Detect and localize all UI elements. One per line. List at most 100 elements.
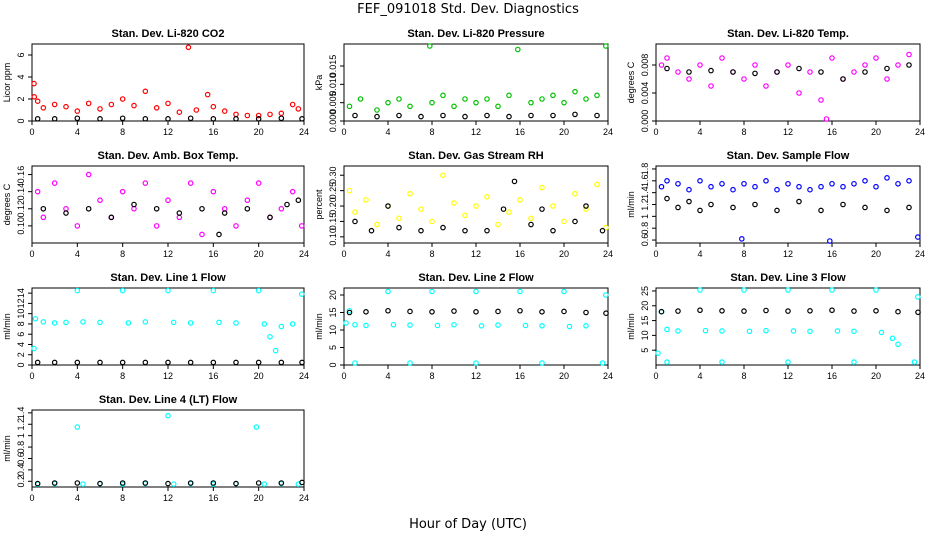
y-tick-label: 0 [16,362,26,367]
y-tick-label: 2 [16,352,26,357]
data-point [730,204,736,211]
data-point [176,109,183,116]
data-point [686,186,692,193]
x-tick-label: 12 [163,249,173,259]
x-tick-label: 4 [75,493,80,503]
chart-title: Stan. Dev. Gas Stream RH [408,150,544,162]
series-2 [34,115,305,122]
data-point [31,94,38,100]
data-point [561,308,567,315]
x-tick-label: 24 [299,371,309,381]
data-point [233,111,239,118]
series-1 [343,288,609,366]
data-point [210,480,217,486]
data-point [818,183,824,190]
data-point [187,180,194,186]
data-point [702,327,709,334]
data-point [374,221,380,228]
data-point [108,101,115,108]
plot-frame [655,287,921,366]
data-point [51,116,58,122]
series-2 [34,479,305,487]
x-tick-label: 20 [871,249,881,259]
data-point [851,359,857,365]
data-point [763,327,769,334]
data-point [796,65,802,72]
x-tick-label: 8 [429,249,434,259]
data-point [187,359,194,366]
y-axis-label: ml/min [626,313,636,340]
data-point [74,424,81,430]
x-tick-label: 16 [827,249,837,259]
y-tick-label: 0.25 [328,182,338,200]
data-point [829,307,835,314]
y-tick-label: 0.2 [16,475,26,488]
data-point [517,288,523,295]
x-tick-label: 4 [697,371,702,381]
data-point [299,359,305,366]
chart-panel-6: Stan. Dev. Sample Flow ml/min 0 4 8 12 16 20 24 0… [626,150,925,259]
data-point [550,92,556,99]
data-point [484,112,490,119]
data-point [295,197,302,204]
x-tick-label: 24 [603,127,613,137]
y-axis-label: degrees C [2,183,12,225]
data-point [594,92,600,99]
x-tick-label: 20 [254,371,264,381]
data-point [407,308,413,315]
data-point [818,97,824,103]
data-point [278,323,285,330]
y-axis-label: ml/min [2,313,12,340]
y-tick-label: 4 [16,342,26,347]
data-point [840,183,846,190]
data-point [719,328,725,334]
data-point [741,76,747,82]
data-point [193,107,200,113]
data-point [210,287,217,294]
data-point [352,218,358,225]
data-point [142,116,149,122]
chart-panel-4: Stan. Dev. Amb. Box Temp. degrees C 0 4 8 12 1… [2,150,309,259]
plot-frame [343,43,609,122]
data-point [51,359,58,366]
data-point [278,205,285,212]
data-point [255,287,262,294]
data-point [495,221,501,228]
y-tick-label: 1.8 [640,163,650,176]
y-tick-label: 0.8 [16,441,26,454]
y-tick-label: 0.010 [328,73,338,96]
x-tick-label: 0 [341,371,346,381]
series-2 [352,111,600,120]
data-point [407,360,413,366]
data-point [517,197,523,203]
series-2 [40,197,302,238]
data-point [462,212,468,219]
data-point [719,180,725,187]
data-point [255,359,262,366]
x-tick-label: 24 [299,493,309,503]
data-point [550,203,556,209]
x-tick-label: 8 [120,249,125,259]
data-point [807,328,813,335]
data-point [176,210,183,216]
data-point [278,110,285,117]
data-point [221,108,228,114]
data-point [594,181,600,188]
chart-panel-9: Stan. Dev. Line 3 Flow ml/min 0 4 8 12 16 20 24 5… [626,272,925,381]
y-tick-label: 2 [16,96,26,101]
data-point [418,227,424,234]
data-point [895,62,901,68]
data-point [539,360,545,366]
data-point [85,171,92,178]
data-point [119,96,126,102]
data-point [396,215,402,222]
y-tick-label: 0.004 [640,82,650,105]
series-2 [352,178,606,234]
data-point [63,319,69,326]
data-point [697,307,703,314]
y-tick-label: 1.6 [640,175,650,188]
x-tick-label: 20 [559,249,569,259]
chart-panel-2: Stan. Dev. Li-820 Pressure kPa 0 4 8 12 16 20 24… [314,28,613,137]
data-point [906,51,912,58]
data-point [478,322,485,329]
